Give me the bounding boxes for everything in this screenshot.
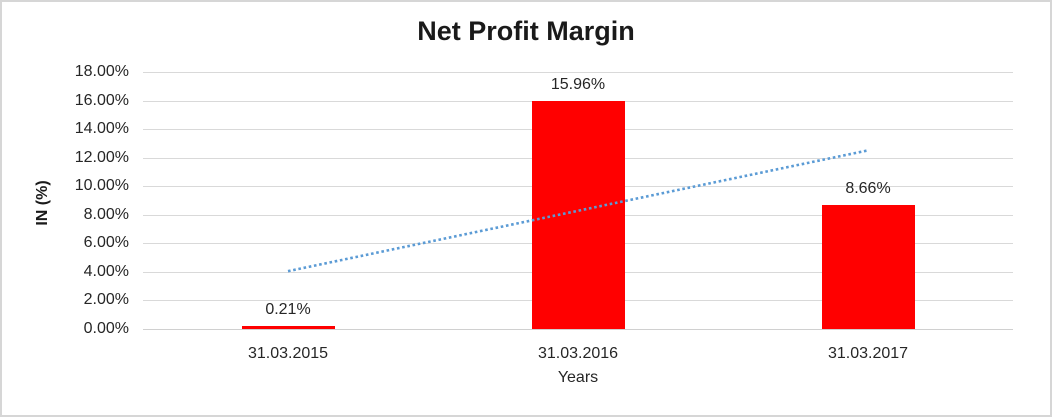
- bar-value-label: 15.96%: [550, 76, 606, 93]
- bar-31.03.2016: [532, 101, 625, 329]
- plot-area: 0.00% 2.00% 4.00% 6.00% 8.00% 10.00% 12.00% 14.…: [75, 63, 1013, 362]
- chart-title: Net Profit Margin: [417, 16, 635, 46]
- x-axis-line: [143, 329, 1013, 330]
- x-tick-label: 31.03.2015: [247, 345, 329, 362]
- gridline: [143, 72, 1013, 73]
- y-tick-label: 12.00%: [74, 149, 129, 166]
- y-tick-label: 0.00%: [83, 320, 129, 337]
- y-tick-label: 10.00%: [74, 177, 129, 194]
- y-axis-title: IN (%): [34, 180, 51, 226]
- y-tick-label: 16.00%: [74, 92, 129, 109]
- y-tick-label: 4.00%: [83, 263, 129, 280]
- bar-value-label: 8.66%: [845, 180, 891, 197]
- x-tick-label: 31.03.2016: [537, 345, 619, 362]
- y-tick-label: 18.00%: [74, 63, 129, 80]
- bar-31.03.2017: [822, 205, 915, 329]
- bar-value-label: 0.21%: [265, 301, 311, 318]
- y-tick-label: 6.00%: [83, 234, 129, 251]
- trendline: [287, 149, 869, 273]
- y-tick-label: 8.00%: [83, 206, 129, 223]
- bar-31.03.2015: [242, 326, 335, 329]
- x-axis-title: Years: [557, 369, 599, 386]
- y-tick-label: 14.00%: [74, 120, 129, 137]
- y-tick-label: 2.00%: [83, 291, 129, 308]
- x-tick-label: 31.03.2017: [827, 345, 909, 362]
